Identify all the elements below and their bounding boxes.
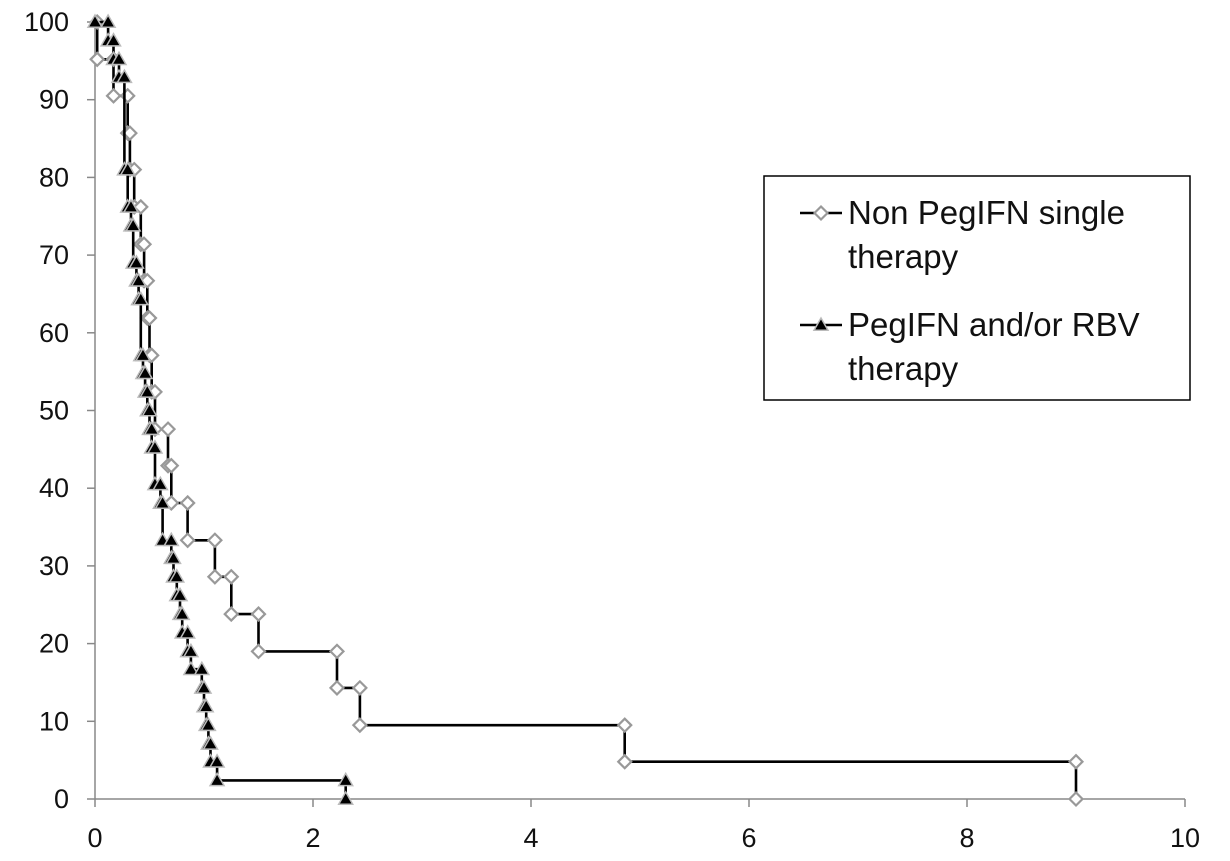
y-tick-label: 40 (39, 473, 69, 503)
series-2-point (143, 420, 160, 436)
series-1-line (95, 22, 1078, 799)
series-2-point (171, 586, 189, 602)
series-2-point (208, 771, 226, 787)
series-2-point (200, 716, 217, 732)
series-1-point (351, 717, 368, 734)
series-1-point (328, 643, 346, 660)
series-1-point (206, 532, 223, 549)
legend-label-continued: therapy (848, 238, 959, 275)
series-2-line (95, 20, 347, 799)
series-1-point (223, 568, 240, 585)
legend-label: PegIFN and/or RBV (848, 306, 1140, 343)
series-2-point (179, 624, 196, 639)
series-2-point (136, 364, 154, 380)
x-tick-label: 0 (87, 823, 102, 853)
x-tick-label: 10 (1170, 823, 1200, 853)
legend-label: Non PegIFN single (848, 194, 1125, 231)
series-1-point (163, 457, 180, 474)
legend-swatch-marker (812, 204, 830, 222)
series-2-point (134, 346, 152, 362)
series-2-point (193, 660, 211, 676)
x-tick-label: 6 (741, 823, 756, 853)
series-1-point (351, 679, 368, 696)
plot-area (86, 13, 1085, 808)
series-2-point (141, 401, 158, 417)
series-2-point (163, 531, 180, 547)
x-tick-label: 8 (959, 823, 974, 853)
y-tick-label: 30 (39, 551, 69, 581)
series-2-point (124, 217, 142, 232)
series-2-point (168, 568, 186, 583)
series-2-point (182, 660, 200, 676)
series-2-point (132, 290, 150, 306)
series-1 (89, 13, 1085, 808)
series-1-point (141, 309, 158, 327)
series-1-point (250, 606, 267, 623)
series-1-point (1067, 790, 1085, 808)
y-tick-label: 70 (39, 240, 69, 270)
series-1-point (1067, 753, 1085, 770)
series-2 (86, 13, 354, 805)
series-2-point (182, 642, 200, 658)
series-1-point (159, 421, 177, 438)
y-tick-label: 50 (39, 396, 69, 426)
series-1-point (105, 87, 122, 104)
series-2-point (173, 605, 191, 621)
series-2-point (122, 198, 140, 213)
series-2-point (105, 32, 122, 47)
series-1-point (89, 51, 106, 68)
series-1-point (223, 606, 240, 623)
series-1-point (328, 679, 346, 696)
series-2-point (337, 771, 354, 787)
series-1-point (179, 494, 196, 512)
series-2-point (165, 549, 182, 565)
series-1-point (179, 532, 196, 549)
series-1-point (616, 753, 633, 770)
axes: 0 10 20 30 40 50 60 70 80 90 100 0 2 4 6 8 10 (24, 7, 1200, 853)
series-1-point (250, 643, 267, 660)
y-tick-label: 100 (24, 7, 69, 37)
y-tick-label: 80 (39, 162, 69, 192)
y-tick-label: 90 (39, 85, 69, 115)
legend: Non PegIFN single therapy PegIFN and/or RB… (763, 175, 1191, 401)
series-2-point (86, 13, 104, 28)
series-1-point (206, 568, 223, 585)
legend-label-continued: therapy (848, 350, 959, 387)
y-tick-label: 0 (54, 784, 69, 814)
series-2-point (119, 161, 136, 176)
series-2-point (146, 439, 164, 454)
series-1-point (135, 236, 153, 253)
x-tick-label: 2 (305, 823, 320, 853)
series-2-point (139, 383, 156, 398)
series-2-point (99, 13, 117, 28)
series-2-point (152, 475, 169, 491)
series-2-point (116, 68, 133, 84)
series-2-point (337, 790, 354, 805)
series-2-point (208, 753, 226, 768)
x-tick-label: 4 (523, 823, 538, 853)
series-2-point (195, 679, 213, 694)
series-2-point (154, 494, 171, 509)
legend-swatch-marker (812, 316, 830, 331)
series-2-point (110, 50, 128, 66)
y-tick-label: 60 (39, 318, 69, 348)
y-tick-label: 20 (39, 629, 69, 659)
series-2-point (130, 272, 147, 287)
series-2-point (128, 254, 145, 269)
series-2-point (202, 735, 219, 750)
series-2-point (197, 698, 215, 713)
y-tick-label: 10 (39, 706, 69, 736)
series-1-point (616, 717, 633, 734)
